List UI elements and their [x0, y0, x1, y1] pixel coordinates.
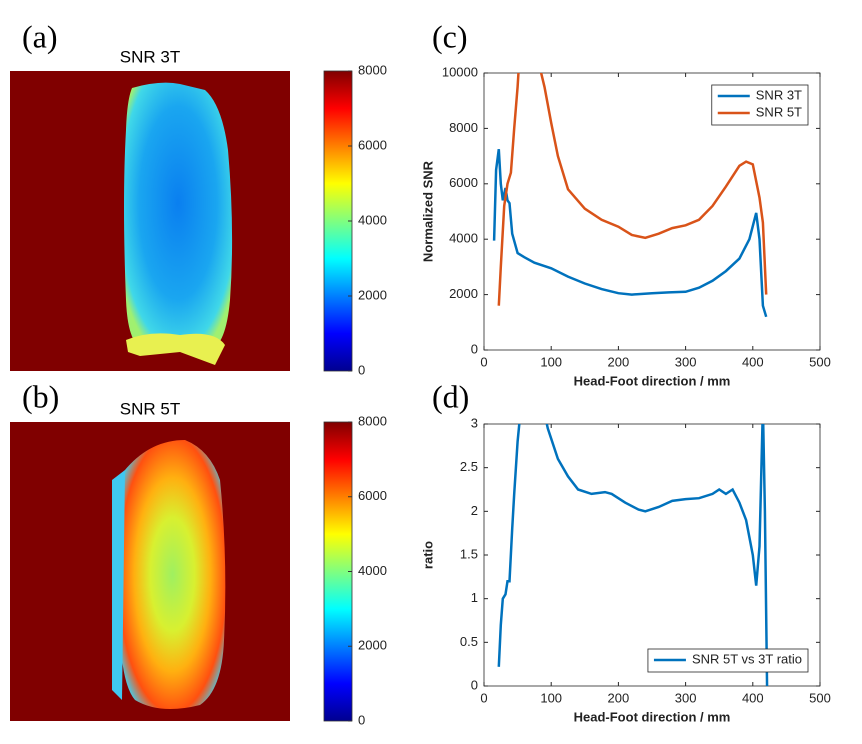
y-axis-label: ratio — [420, 541, 435, 569]
x-axis-label: Head-Foot direction / mm — [574, 709, 731, 724]
x-tick-label: 100 — [540, 690, 562, 705]
legend — [711, 84, 809, 126]
x-tick-label: 300 — [675, 690, 697, 705]
chart-title: SNR 5T — [120, 399, 180, 418]
y-tick-label: 0 — [471, 677, 478, 692]
colorbar-tick-label: 6000 — [358, 137, 387, 152]
heatmap-b — [10, 422, 290, 721]
y-tick-label: 1.5 — [460, 546, 478, 561]
panel-label: (c) — [432, 18, 468, 54]
x-tick-label: 500 — [809, 354, 831, 369]
y-tick-label: 10000 — [442, 64, 478, 79]
colorbar-tick-label: 2000 — [358, 287, 387, 302]
x-tick-label: 200 — [608, 354, 630, 369]
y-tick-label: 8000 — [449, 120, 478, 135]
panel-label: (d) — [432, 378, 469, 414]
colorbar-tick-label: 6000 — [358, 488, 387, 503]
colorbar — [323, 421, 353, 722]
heatmap-a — [10, 71, 290, 371]
x-tick-label: 0 — [480, 354, 487, 369]
y-tick-label: 2 — [471, 503, 478, 518]
panel-label: (a) — [22, 18, 58, 54]
legend-label: SNR 5T vs 3T ratio — [692, 651, 802, 666]
data-line — [492, 149, 768, 318]
x-tick-label: 300 — [675, 354, 697, 369]
colorbar-tick-label: 4000 — [358, 563, 387, 578]
x-tick-label: 200 — [608, 690, 630, 705]
colorbar-tick-label: 8000 — [358, 413, 387, 428]
colorbar-tick-label: 4000 — [358, 212, 387, 227]
axes — [483, 423, 821, 687]
chart-title: SNR 3T — [120, 47, 180, 66]
legend — [647, 648, 809, 673]
x-tick-label: 400 — [742, 354, 764, 369]
y-axis-label: Normalized SNR — [420, 160, 435, 262]
x-axis-label: Head-Foot direction / mm — [574, 373, 731, 388]
plot-area — [492, 73, 768, 318]
y-tick-label: 2.5 — [460, 459, 478, 474]
y-tick-label: 6000 — [449, 175, 478, 190]
x-tick-label: 0 — [480, 690, 487, 705]
data-line — [497, 424, 769, 686]
y-tick-label: 4000 — [449, 231, 478, 246]
data-line — [497, 73, 768, 306]
x-tick-label: 500 — [809, 690, 831, 705]
plot-area — [497, 424, 769, 686]
x-tick-label: 100 — [540, 354, 562, 369]
legend-label: SNR 5T — [756, 104, 802, 119]
colorbar-tick-label: 8000 — [358, 62, 387, 77]
y-tick-label: 1 — [471, 590, 478, 605]
y-tick-label: 0 — [471, 341, 478, 356]
colorbar-tick-label: 0 — [358, 712, 365, 727]
y-tick-label: 3 — [471, 415, 478, 430]
y-tick-label: 2000 — [449, 286, 478, 301]
colorbar-tick-label: 0 — [358, 362, 365, 377]
colorbar-tick-label: 2000 — [358, 638, 387, 653]
panel-label: (b) — [22, 378, 59, 414]
y-tick-label: 0.5 — [460, 634, 478, 649]
x-tick-label: 400 — [742, 690, 764, 705]
colorbar — [323, 70, 353, 372]
legend-label: SNR 3T — [756, 87, 802, 102]
